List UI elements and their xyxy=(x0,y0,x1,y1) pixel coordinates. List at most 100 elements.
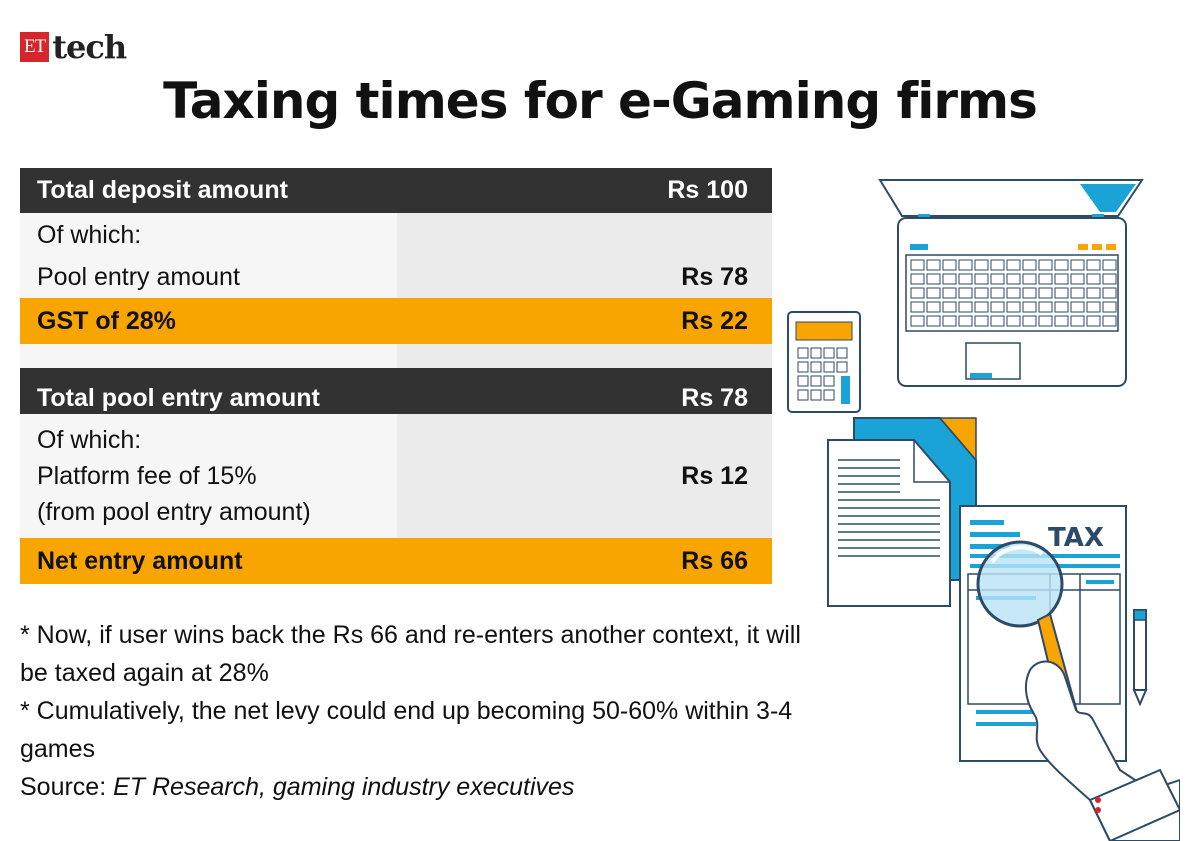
laptop-key xyxy=(910,259,925,271)
laptop-key xyxy=(990,301,1005,313)
laptop-key xyxy=(942,301,957,313)
laptop-key xyxy=(1054,273,1069,285)
laptop-key xyxy=(958,259,973,271)
laptop-key xyxy=(1070,259,1085,271)
laptop-key xyxy=(1086,259,1101,271)
platform-fee-value: Rs 12 xyxy=(681,462,748,490)
logo-et-mark: ET xyxy=(20,32,50,62)
laptop-key xyxy=(990,287,1005,299)
pool-entry-label: Pool entry amount xyxy=(37,263,240,291)
calculator-key xyxy=(810,361,822,373)
laptop-key xyxy=(1006,315,1021,327)
laptop-key xyxy=(958,301,973,313)
source-prefix: Source: xyxy=(20,773,114,801)
laptop-key xyxy=(958,273,973,285)
laptop-key xyxy=(910,287,925,299)
deposit-header-label: Total deposit amount xyxy=(37,176,288,204)
page-title: Taxing times for e-Gaming firms xyxy=(163,72,1038,130)
laptop-key xyxy=(1006,301,1021,313)
pool-table: Total pool entry amount Rs 78 Of which: … xyxy=(20,368,772,584)
pool-entry-value: Rs 78 xyxy=(681,263,748,291)
laptop-key xyxy=(990,315,1005,327)
laptop-key xyxy=(974,287,989,299)
laptop-key xyxy=(1070,315,1085,327)
calculator-key xyxy=(823,389,835,401)
laptop-key xyxy=(1038,301,1053,313)
laptop-key xyxy=(926,287,941,299)
laptop-key xyxy=(942,287,957,299)
hand-icon xyxy=(1024,660,1180,841)
calculator-key xyxy=(836,347,848,359)
footnotes: * Now, if user wins back the Rs 66 and r… xyxy=(20,616,820,806)
pool-header-value: Rs 78 xyxy=(681,383,748,412)
laptop-key xyxy=(1022,301,1037,313)
laptop-key xyxy=(1102,259,1117,271)
laptop-key xyxy=(974,315,989,327)
illustration: TAX xyxy=(787,179,1180,841)
gst-value: Rs 22 xyxy=(681,306,748,335)
laptop-key xyxy=(1022,259,1037,271)
calculator-key xyxy=(836,361,848,373)
deposit-header-value: Rs 100 xyxy=(667,176,748,204)
laptop-key xyxy=(1006,287,1021,299)
laptop-key xyxy=(1054,259,1069,271)
laptop-key xyxy=(942,315,957,327)
calculator-key xyxy=(810,347,822,359)
laptop-key xyxy=(1022,315,1037,327)
net-entry-value: Rs 66 xyxy=(681,546,748,575)
spacer-row xyxy=(20,344,772,368)
laptop-key xyxy=(910,273,925,285)
calculator-key xyxy=(797,389,809,401)
laptop-key xyxy=(1070,301,1085,313)
laptop-key xyxy=(1038,273,1053,285)
laptop-key xyxy=(1086,287,1101,299)
net-entry-row: Net entry amount Rs 66 xyxy=(20,538,772,584)
calculator-key xyxy=(797,375,809,387)
source-text: ET Research, gaming industry executives xyxy=(113,773,575,801)
laptop-key xyxy=(942,273,957,285)
laptop-key xyxy=(990,273,1005,285)
platform-fee-row: Of which: Platform fee of 15% (from pool… xyxy=(20,414,772,538)
footnote-retax: * Now, if user wins back the Rs 66 and r… xyxy=(20,621,801,687)
laptop-key xyxy=(1086,301,1101,313)
laptop-key xyxy=(1054,301,1069,313)
laptop-key xyxy=(1022,273,1037,285)
laptop-key xyxy=(1070,273,1085,285)
gst-label: GST of 28% xyxy=(37,306,176,335)
laptop-key xyxy=(1006,273,1021,285)
laptop-key xyxy=(926,315,941,327)
laptop-key xyxy=(1054,315,1069,327)
laptop-key xyxy=(942,259,957,271)
et-tech-logo: ET tech xyxy=(20,28,127,66)
deposit-table: Total deposit amount Rs 100 Of which: Po… xyxy=(20,168,772,368)
laptop-key xyxy=(1070,287,1085,299)
laptop-key xyxy=(1038,287,1053,299)
laptop-key xyxy=(926,273,941,285)
laptop-key xyxy=(1102,315,1117,327)
laptop-key xyxy=(1022,287,1037,299)
laptop-key xyxy=(958,315,973,327)
platform-fee-label: Of which: Platform fee of 15% (from pool… xyxy=(37,426,311,526)
laptop-key xyxy=(910,315,925,327)
pool-header-label: Total pool entry amount xyxy=(37,383,320,412)
calculator-key xyxy=(823,347,835,359)
net-entry-label: Net entry amount xyxy=(37,546,243,575)
deposit-of-which-row: Of which: xyxy=(20,213,772,257)
logo-tech-wordmark: tech xyxy=(52,28,127,66)
pencil-icon xyxy=(1132,609,1148,707)
laptop-key xyxy=(910,301,925,313)
laptop-key xyxy=(974,301,989,313)
calculator-key xyxy=(823,375,835,387)
footnote-cumulative: * Cumulatively, the net levy could end u… xyxy=(20,697,793,763)
deposit-header-row: Total deposit amount Rs 100 xyxy=(20,168,772,213)
laptop-key xyxy=(926,301,941,313)
laptop-icon xyxy=(878,179,1144,387)
tax-label: TAX xyxy=(1048,523,1104,553)
laptop-key xyxy=(1102,287,1117,299)
laptop-key xyxy=(974,259,989,271)
calculator-key xyxy=(797,361,809,373)
laptop-key xyxy=(1086,315,1101,327)
laptop-key xyxy=(1038,259,1053,271)
laptop-key xyxy=(1102,273,1117,285)
calculator-key xyxy=(823,361,835,373)
